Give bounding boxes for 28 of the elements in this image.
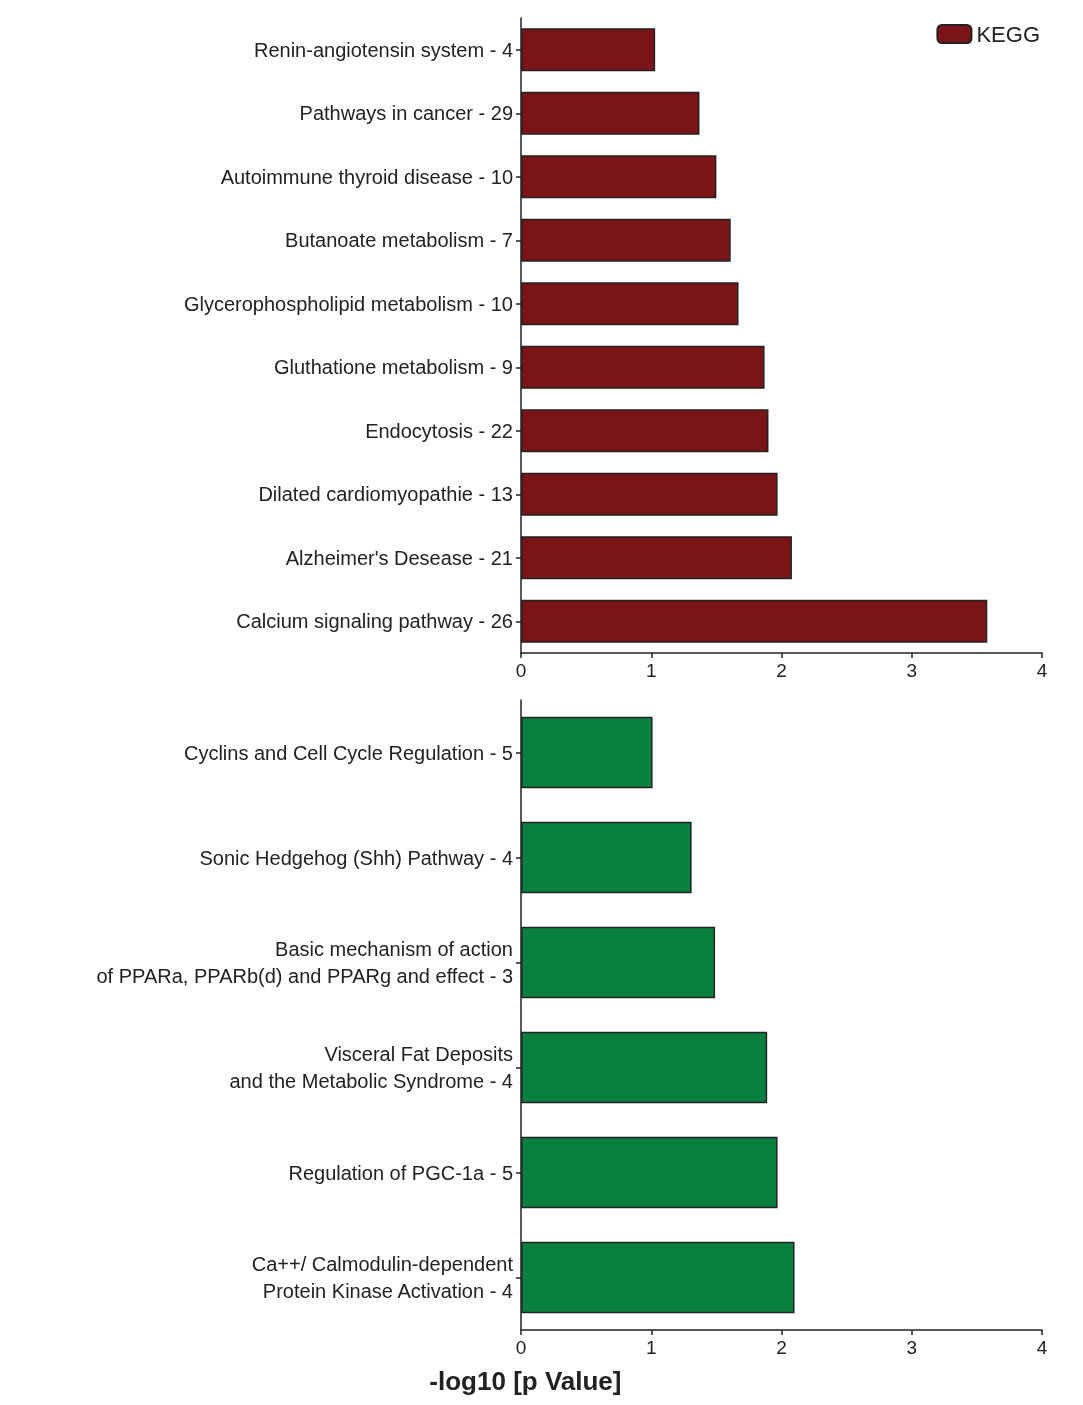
y-tick-label: Basic mechanism of action of PPARa, PPARb(d) and PPARg and effect - 3 bbox=[96, 938, 513, 987]
x-tick-label: 0 bbox=[515, 1337, 527, 1358]
y-tick-label: Glycerophospholipid metabolism - 10 bbox=[183, 292, 513, 315]
x-tick-label: 4 bbox=[1036, 1337, 1048, 1358]
x-tick-label: 1 bbox=[645, 1337, 657, 1358]
x-tick-label: 2 bbox=[776, 660, 787, 681]
legend-label: KEGG bbox=[976, 21, 1041, 47]
x-tick-label: 3 bbox=[906, 1337, 918, 1358]
y-tick-label: Regulation of PGC-1a - 5 bbox=[288, 1161, 513, 1184]
x-tick-label: 4 bbox=[1036, 660, 1048, 681]
x-tick-label: 1 bbox=[645, 660, 657, 681]
y-tick-label: Visceral Fat Deposits and the Metabolic Syndrome - 4 bbox=[229, 1043, 513, 1092]
y-tick-label: Pathways in cancer - 29 bbox=[299, 102, 513, 125]
y-tick-label: Dilated cardiomyopathie - 13 bbox=[258, 483, 513, 506]
y-tick-label: Endocytosis - 22 bbox=[365, 419, 513, 442]
x-axis-title: -log10 [p Value] bbox=[429, 1366, 622, 1396]
y-tick-label: Sonic Hedgehog (Shh) Pathway - 4 bbox=[199, 846, 513, 869]
y-tick-label: Autoimmune thyroid disease - 10 bbox=[220, 165, 513, 188]
y-tick-label: Renin-angiotensin system - 4 bbox=[253, 38, 513, 61]
y-tick-label: Butanoate metabolism - 7 bbox=[285, 229, 513, 252]
y-tick-label: Calcium signaling pathway - 26 bbox=[236, 610, 513, 633]
y-tick-label: Alzheimer's Desease - 21 bbox=[285, 546, 513, 569]
x-tick-label: 0 bbox=[515, 660, 527, 681]
y-tick-label: Cyclins and Cell Cycle Regulation - 5 bbox=[183, 741, 513, 764]
x-tick-label: 3 bbox=[906, 660, 918, 681]
y-tick-label: Gluthatione metabolism - 9 bbox=[273, 356, 513, 379]
y-tick-label: Ca++/ Calmodulin-dependent Protein Kinase Activation - 4 bbox=[251, 1253, 514, 1302]
x-tick-label: 2 bbox=[776, 1337, 787, 1358]
